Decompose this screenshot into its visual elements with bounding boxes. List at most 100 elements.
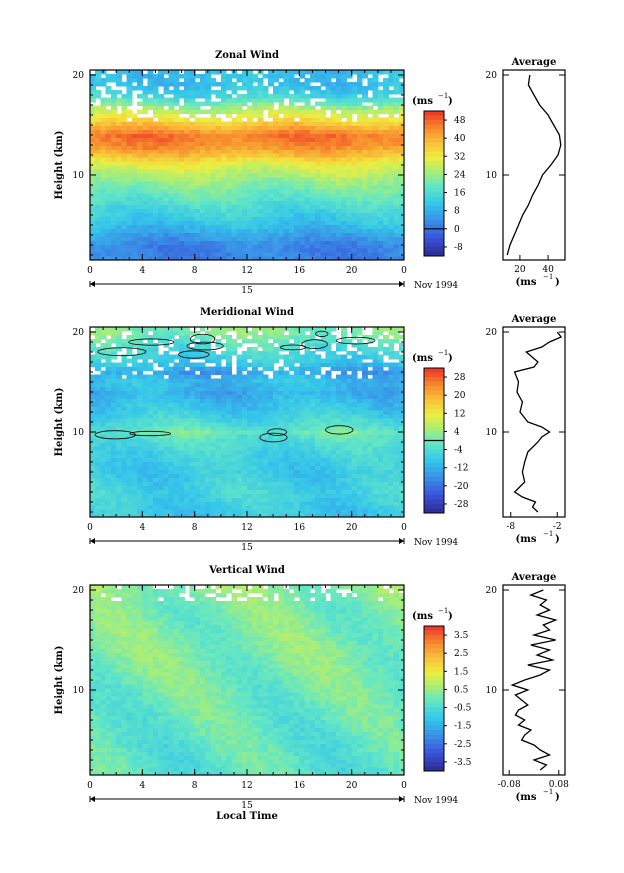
heatmap-cell — [309, 149, 316, 154]
heatmap-cell — [299, 192, 306, 198]
heatmap-cell — [393, 168, 400, 174]
heatmap-cell — [346, 493, 353, 498]
heatmap-cell — [335, 473, 342, 479]
heatmap-cell — [309, 445, 316, 451]
heatmap-cell — [105, 149, 112, 154]
heatmap-cell — [383, 161, 389, 166]
heatmap-cell — [388, 402, 395, 407]
heatmap-cell — [335, 141, 342, 146]
heatmap-cell — [257, 145, 264, 150]
heatmap-cell — [131, 378, 138, 384]
heatmap-cell — [335, 248, 342, 253]
colorbar-swatch — [424, 160, 444, 166]
heatmap-cell — [393, 77, 400, 83]
heatmap-cell — [220, 429, 227, 435]
heatmap-cell — [299, 394, 306, 399]
heatmap-cell — [173, 493, 180, 498]
heatmap-cell — [90, 481, 96, 486]
heatmap-cell — [383, 77, 389, 83]
heatmap-cell — [288, 497, 295, 502]
heatmap-cell — [278, 485, 285, 490]
heatmap-cell — [142, 414, 149, 419]
heatmap-cell — [278, 228, 285, 233]
heatmap-cell — [247, 493, 253, 498]
heatmap-cell — [205, 497, 211, 502]
heatmap-cell — [377, 117, 384, 123]
heatmap-cell — [163, 437, 170, 443]
heatmap-cell — [351, 457, 358, 463]
heatmap-cell — [147, 85, 154, 91]
heatmap-cell — [131, 240, 138, 245]
heatmap-cell — [267, 109, 274, 115]
heatmap-cell — [278, 212, 285, 218]
heatmap-cell — [356, 394, 363, 399]
heatmap-cell — [346, 489, 353, 494]
heatmap-cell — [278, 429, 285, 435]
heatmap-cell — [267, 493, 274, 498]
heatmap-cell — [351, 89, 358, 95]
heatmap-cell — [299, 220, 306, 225]
heatmap-cell — [362, 445, 368, 451]
heatmap-cell — [241, 212, 248, 218]
heatmap-cell — [330, 188, 337, 194]
heatmap-cell — [330, 441, 337, 447]
heatmap-cell — [158, 469, 164, 475]
heatmap-cell — [210, 445, 217, 451]
heatmap-cell — [220, 228, 227, 233]
heatmap-cell — [163, 240, 170, 245]
heatmap-cell — [356, 418, 363, 423]
heatmap-cell — [362, 161, 368, 166]
heatmap-cell — [163, 228, 170, 233]
heatmap-cell — [178, 145, 185, 150]
heatmap-cell — [341, 433, 348, 439]
heatmap-cell — [346, 433, 353, 439]
heatmap-cell — [330, 113, 337, 119]
heatmap-cell — [330, 73, 337, 79]
heatmap-cell — [362, 489, 368, 494]
heatmap-cell — [241, 481, 248, 486]
heatmap-cell — [341, 437, 348, 443]
heatmap-cell — [383, 85, 389, 91]
heatmap-cell — [231, 477, 238, 482]
heatmap-cell — [309, 165, 316, 170]
heatmap-cell — [372, 153, 379, 158]
heatmap-cell — [226, 236, 232, 241]
heatmap-cell — [100, 457, 107, 463]
heatmap-cell — [226, 188, 232, 194]
heatmap-cell — [383, 129, 389, 134]
heatmap-cell — [252, 240, 259, 245]
heatmap-cell — [267, 489, 274, 494]
heatmap-cell — [377, 89, 384, 95]
heatmap-cell — [335, 165, 342, 170]
heatmap-cell — [236, 433, 243, 439]
heatmap-cell — [142, 145, 149, 150]
heatmap-cell — [121, 141, 128, 146]
heatmap-cell — [231, 180, 238, 186]
heatmap-cell — [178, 89, 185, 95]
heatmap-cell — [388, 129, 395, 134]
heatmap-cell — [105, 461, 112, 467]
heatmap-cell — [126, 414, 133, 419]
heatmap-cell — [252, 509, 259, 514]
heatmap-cell — [131, 489, 138, 494]
colorbar-swatch — [424, 129, 444, 135]
heatmap-cell — [110, 441, 117, 447]
heatmap-cell — [351, 513, 358, 518]
heatmap-cell — [367, 505, 374, 510]
heatmap-cell — [320, 513, 327, 518]
heatmap-cell — [309, 113, 316, 119]
heatmap-cell — [372, 402, 379, 407]
heatmap-cell — [351, 445, 358, 451]
heatmap-cell — [116, 469, 122, 475]
heatmap-cell — [388, 184, 395, 190]
heatmap-cell — [137, 125, 143, 130]
heatmap-cell — [383, 244, 389, 249]
heatmap-cell — [158, 244, 164, 249]
heatmap-cell — [315, 465, 321, 471]
heatmap-cell — [194, 244, 201, 249]
heatmap-cell — [210, 477, 217, 482]
heatmap-cell — [205, 216, 211, 222]
heatmap-cell — [351, 145, 358, 150]
heatmap-cell — [335, 212, 342, 218]
heatmap-cell — [315, 224, 321, 229]
